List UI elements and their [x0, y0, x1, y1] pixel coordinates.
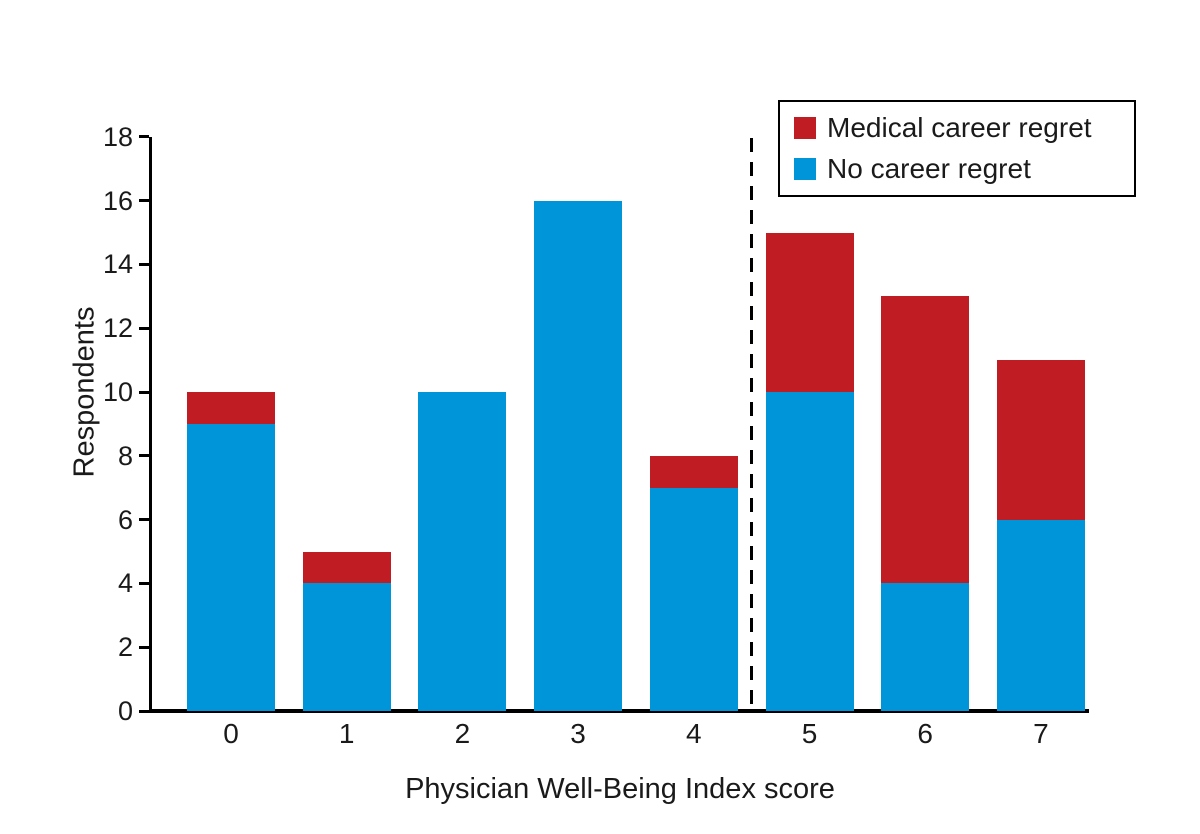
y-axis-tick	[139, 581, 149, 585]
x-axis-tick-label: 1	[338, 718, 355, 749]
bar-segment-medical-career-regret	[649, 455, 738, 488]
legend-item-medical-career-regret: Medical career regret	[794, 113, 1120, 143]
legend-label: No career regret	[827, 153, 1031, 184]
bar-segment-medical-career-regret	[765, 232, 854, 392]
x-axis-tick-label: 7	[1033, 718, 1049, 749]
x-axis-title: Physician Well-Being Index score	[405, 773, 835, 805]
bar-segment-medical-career-regret	[996, 360, 1085, 520]
bar-segment-no-career-regret	[881, 583, 970, 711]
bar-segment-no-career-regret	[765, 392, 854, 711]
bar-segment-no-career-regret	[302, 583, 391, 711]
y-axis-tick-label: 0	[117, 696, 133, 726]
bar-segment-no-career-regret	[996, 519, 1085, 711]
y-axis-tick-label: 12	[102, 313, 133, 344]
y-axis-tick-label: 8	[117, 440, 133, 471]
legend-label: Medical career regret	[827, 112, 1092, 143]
y-axis-tick	[139, 326, 149, 330]
bar-segment-no-career-regret	[534, 200, 623, 711]
bar-segment-medical-career-regret	[187, 392, 275, 424]
threshold-divider-dashed-line	[749, 138, 754, 711]
x-axis-tick-label: 5	[801, 718, 818, 749]
y-axis-tick-label: 10	[102, 377, 133, 407]
y-axis-tick	[139, 135, 149, 139]
x-axis-tick-label: 4	[686, 718, 702, 749]
legend-swatch-red-icon	[794, 117, 816, 139]
legend: Medical career regret No career regret	[778, 100, 1136, 197]
y-axis-line	[149, 136, 152, 713]
bar-segment-medical-career-regret	[302, 551, 391, 584]
x-axis-tick-label: 6	[917, 718, 933, 749]
y-axis-tick	[139, 645, 149, 649]
y-axis-tick-label: 16	[102, 185, 133, 216]
legend-item-no-career-regret: No career regret	[794, 154, 1120, 184]
bar-segment-no-career-regret	[418, 392, 507, 711]
legend-swatch-blue-icon	[794, 158, 816, 180]
x-axis-tick-label: 2	[454, 718, 471, 749]
bar-segment-medical-career-regret	[881, 296, 970, 584]
y-axis-tick	[139, 709, 149, 713]
bar-segment-no-career-regret	[649, 487, 738, 711]
y-axis-tick-label: 14	[102, 249, 133, 280]
y-axis-tick-label: 18	[102, 121, 133, 152]
y-axis-tick	[139, 518, 149, 522]
x-axis-tick-label: 3	[570, 718, 586, 749]
y-axis-tick	[139, 262, 149, 266]
x-axis-tick-label: 0	[223, 718, 239, 749]
y-axis-tick-label: 6	[117, 504, 133, 535]
y-axis-tick	[139, 454, 149, 458]
y-axis-tick-label: 2	[117, 632, 133, 663]
bar-segment-no-career-regret	[187, 423, 275, 711]
y-axis-tick-label: 4	[117, 568, 133, 599]
y-axis-tick	[139, 199, 149, 203]
y-axis-tick	[139, 390, 149, 394]
